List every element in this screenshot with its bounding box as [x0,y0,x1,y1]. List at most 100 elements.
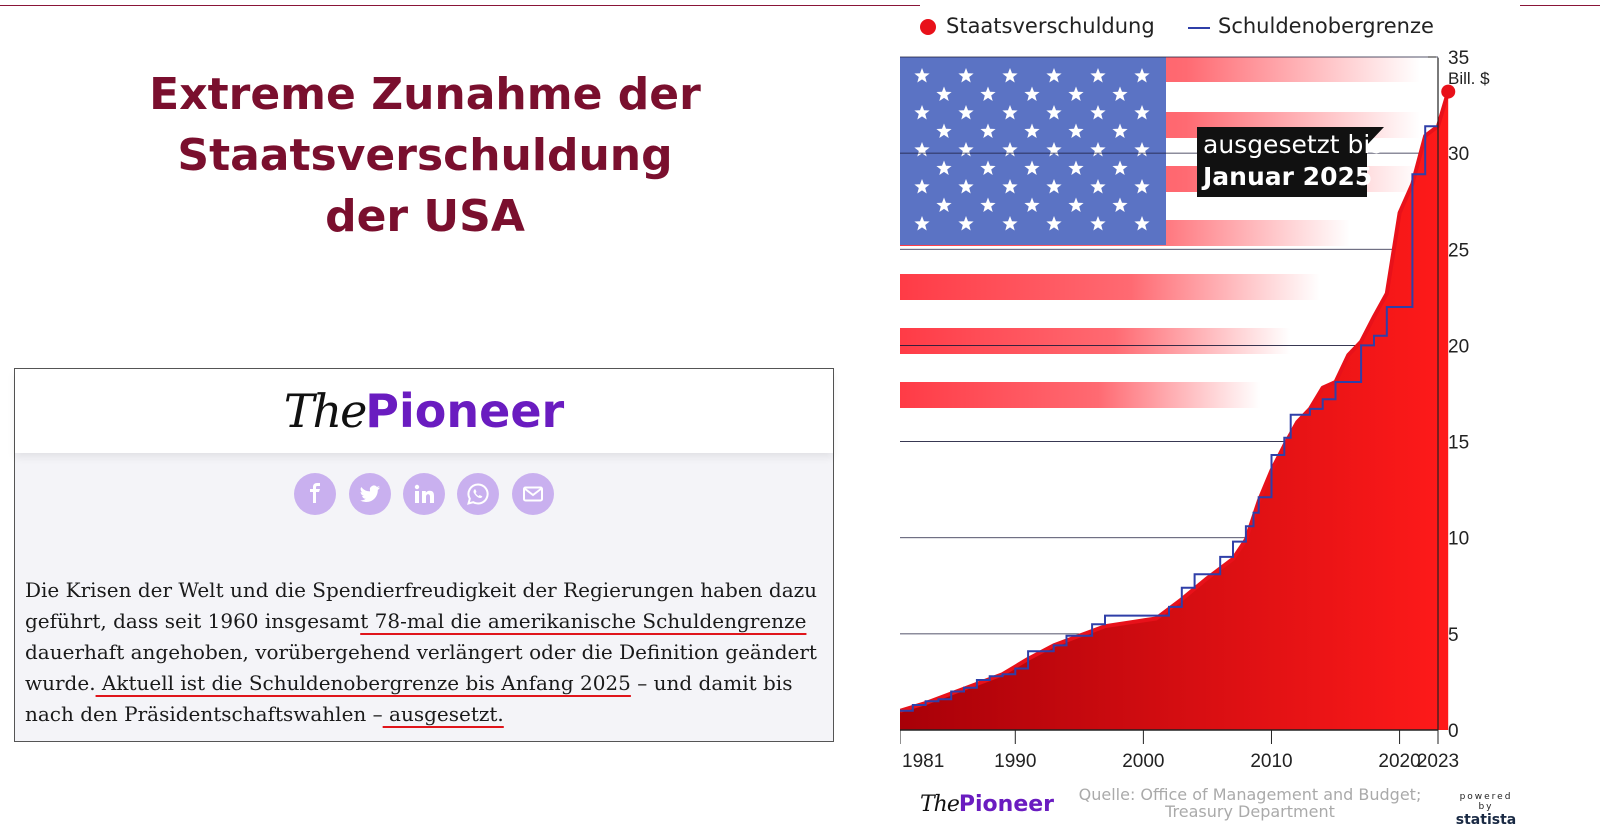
twitter-share-button[interactable] [348,473,391,515]
article-text-part-2: dauerhaft angehoben, vorübergehend verlä… [25,640,817,695]
flag-star-46 [1002,216,1018,231]
y-tick-label-0: 0 [1448,721,1459,742]
statista-name: statista [1455,812,1517,828]
x-tick-label-1990: 1990 [994,751,1036,772]
article-text-part-1: Die Krisen der Welt und die Spendierfreu… [25,578,818,633]
whatsapp-share-button[interactable] [457,473,500,515]
x-tick-label-2023: 2023 [1417,751,1459,772]
flag-star-40 [980,197,996,212]
flag-star-34 [958,179,974,194]
statista-powered-by: powered by [1459,792,1513,812]
article-header: ThePioneer [15,369,833,453]
facebook-icon [310,483,321,503]
flag-stripe-5 [900,328,1290,354]
flag-star-48 [1090,216,1106,231]
flag-star-14 [1046,105,1062,120]
flag-star-15 [1090,105,1106,120]
footer-logo-the: The [920,792,960,817]
debt-area [900,91,1449,731]
legend-dot-icon [920,19,936,35]
flag-canton [900,57,1166,245]
x-tick-label-2010: 2010 [1250,751,1292,772]
y-tick-label-20: 20 [1448,336,1469,357]
article-body-text: Die Krisen der Welt und die Spendierfreu… [25,575,825,730]
flag-star-42 [1068,197,1084,212]
flag-star-11 [914,105,930,120]
x-tick-label-2020: 2020 [1378,751,1420,772]
flag-star-19 [1024,123,1040,138]
flag-star-27 [1134,142,1150,157]
legend-label-ceiling: Schuldenobergrenze [1218,14,1434,38]
flag-star-32 [1112,160,1128,175]
mail-share-button[interactable] [511,473,554,515]
chart-annotation: ausgesetzt bis Januar 2025 [1197,127,1384,197]
flag-star-31 [1068,160,1084,175]
linkedin-icon [414,484,434,503]
y-tick-label-15: 15 [1448,433,1469,454]
debt-end-dot [1441,84,1456,99]
flag-star-43 [1112,197,1128,212]
flag-star-8 [1024,86,1040,101]
flag-star-21 [1112,123,1128,138]
legend-line-icon [1188,27,1210,29]
highlight-78-mal: t 78-mal die amerikanische Schuldengrenz… [360,609,807,633]
flag-star-36 [1046,179,1062,194]
flag-star-5 [1134,68,1150,83]
slide-title-line-3: der USA [325,191,525,242]
flag-star-47 [1046,216,1062,231]
y-tick-label-35: 35 [1448,48,1469,69]
logo-the: The [283,384,368,438]
top-divider-line [0,5,920,6]
article-screenshot-card: ThePioneer Die Krisen der Welt und die S… [14,368,834,742]
highlight-schuldenobergrenze: Aktuell ist die Schuldenobergrenze bis A… [95,671,631,695]
mail-icon [522,486,543,502]
flag-star-25 [1046,142,1062,157]
legend-label-debt: Staatsverschuldung [946,14,1155,38]
facebook-share-button[interactable] [294,473,337,515]
flag-star-4 [1090,68,1106,83]
pioneer-logo[interactable]: ThePioneer [15,383,833,439]
slide-title: Extreme Zunahme der Staatsverschuldung d… [40,64,810,247]
footer-logo-pioneer: Pioneer [958,792,1055,817]
x-tick-label-2000: 2000 [1122,751,1164,772]
article-text-part-3: – und damit bis nach den Präsidentschaft… [25,671,793,726]
flag-star-28 [936,160,952,175]
flag-star-12 [958,105,974,120]
flag-star-24 [1002,142,1018,157]
flag-star-23 [958,142,974,157]
y-tick-label-30: 30 [1448,144,1469,165]
flag-star-3 [1046,68,1062,83]
flag-star-35 [1002,179,1018,194]
chart-source: Quelle: Office of Management and Budget;… [1060,786,1440,820]
flag-stripe-4 [900,274,1320,300]
ceiling-step-line [900,125,1438,712]
flag-star-6 [936,86,952,101]
flag-star-30 [1024,160,1040,175]
legend-item-debt: Staatsverschuldung [920,14,1155,38]
statista-logo: powered by statista [1450,792,1522,828]
flag-star-45 [958,216,974,231]
slide-title-line-1: Extreme Zunahme der [149,69,701,120]
annotation-line-2: Januar 2025 [1201,162,1372,191]
whatsapp-icon [467,483,490,505]
flag-star-1 [958,68,974,83]
flag-star-2 [1002,68,1018,83]
annotation-box [1197,127,1384,197]
source-line-2: Treasury Department [1165,802,1335,821]
source-line-1: Quelle: Office of Management and Budget; [1078,785,1422,804]
flag-star-39 [936,197,952,212]
flag-star-29 [980,160,996,175]
flag-star-33 [914,179,930,194]
footer-pioneer-logo: ThePioneer [920,791,1054,818]
flag-star-44 [914,216,930,231]
flag-star-38 [1134,179,1150,194]
legend-item-ceiling: Schuldenobergrenze [1188,14,1434,38]
flag-star-13 [1002,105,1018,120]
top-divider-line-right [1520,5,1600,6]
annotation-line-1: ausgesetzt bis [1203,130,1383,159]
linkedin-share-button[interactable] [403,473,445,515]
flag-star-0 [914,68,930,83]
